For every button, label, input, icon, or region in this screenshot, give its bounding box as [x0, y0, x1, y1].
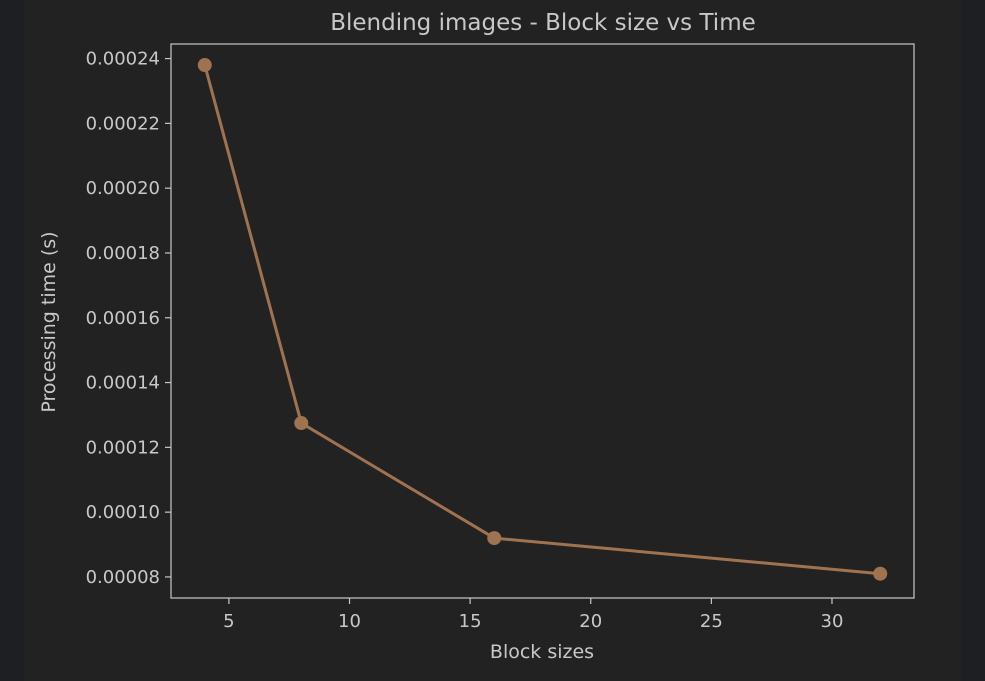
x-tick-label: 25: [700, 611, 723, 632]
y-axis-ticks: 0.00008 0.00010 0.00012 0.00014 0.00016 0.000…: [86, 49, 171, 588]
y-tick-label: 0.00016: [86, 308, 160, 329]
y-tick-label: 0.00018: [86, 243, 160, 264]
y-axis-label: Processing time (s): [38, 231, 60, 412]
y-tick-label: 0.00010: [86, 502, 160, 523]
data-point: [873, 566, 888, 581]
plot-area-frame: [170, 43, 915, 599]
y-tick-label: 0.00020: [86, 178, 160, 199]
x-tick-label: 5: [223, 611, 234, 632]
y-tick-label: 0.00022: [86, 113, 160, 134]
x-axis-label: Block sizes: [490, 641, 594, 663]
y-tick-label: 0.00014: [86, 373, 160, 394]
x-tick-label: 15: [459, 611, 482, 632]
x-tick-label: 20: [579, 611, 602, 632]
chart-title: Blending images - Block size vs Time: [330, 10, 756, 36]
y-tick-label: 0.00024: [86, 49, 160, 70]
y-tick-label: 0.00008: [86, 567, 160, 588]
data-point: [197, 58, 212, 73]
x-tick-label: 30: [821, 611, 844, 632]
data-point: [294, 416, 309, 431]
x-axis-ticks: 5 10 15 20 25 30: [223, 598, 843, 632]
y-tick-label: 0.00012: [86, 437, 160, 458]
data-point: [487, 531, 502, 546]
series-layer: [197, 58, 888, 581]
series-line: [203, 64, 881, 576]
x-tick-label: 10: [338, 611, 361, 632]
